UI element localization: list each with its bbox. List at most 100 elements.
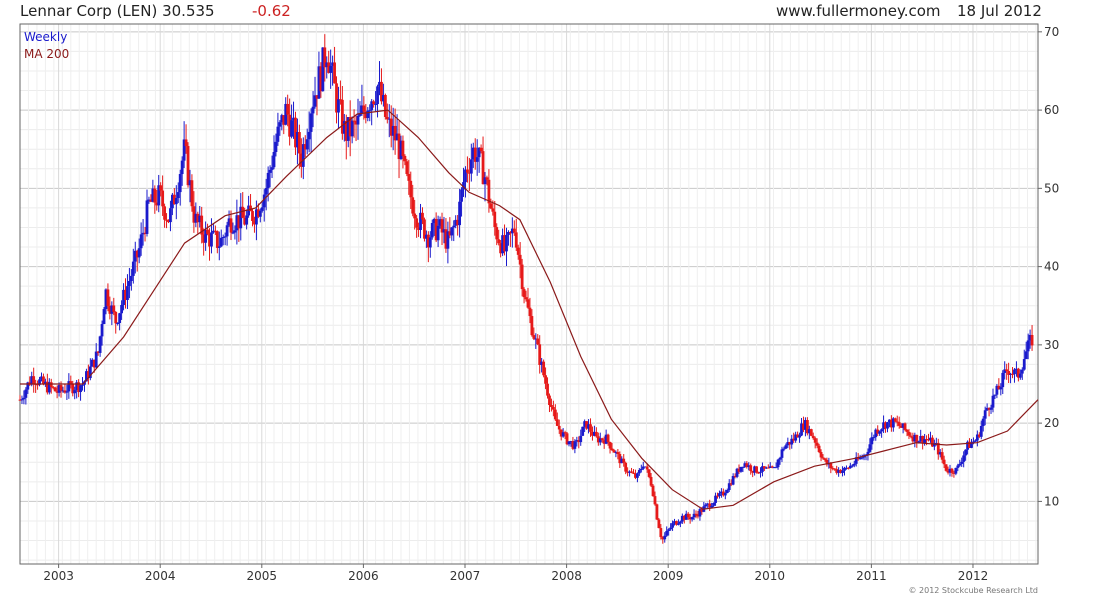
weekly-bar xyxy=(571,436,575,451)
weekly-bar xyxy=(567,441,571,447)
weekly-bar xyxy=(1024,341,1028,360)
weekly-bar xyxy=(274,133,278,157)
weekly-bar xyxy=(479,144,483,154)
weekly-bar xyxy=(63,384,67,394)
weekly-bar xyxy=(297,124,301,169)
weekly-bar xyxy=(680,513,684,524)
weekly-bar xyxy=(342,114,346,142)
x-tick-label: 2010 xyxy=(755,569,786,583)
weekly-bar xyxy=(163,203,166,228)
weekly-bar xyxy=(761,462,764,477)
weekly-bar xyxy=(800,417,803,437)
weekly-bar xyxy=(405,158,409,177)
weekly-bar xyxy=(55,385,59,399)
weekly-bar xyxy=(829,462,833,474)
weekly-bar xyxy=(376,84,379,118)
weekly-bar xyxy=(505,227,508,267)
weekly-bar xyxy=(372,99,376,108)
grid xyxy=(19,24,1038,564)
weekly-bar xyxy=(374,91,377,112)
weekly-bars xyxy=(18,34,1034,544)
weekly-bar xyxy=(958,459,962,467)
weekly-bar xyxy=(835,465,839,475)
weekly-bar xyxy=(710,502,714,509)
chart-date: 18 Jul 2012 xyxy=(957,2,1042,20)
weekly-bar xyxy=(247,195,250,218)
weekly-bar xyxy=(249,194,252,212)
weekly-bar xyxy=(706,502,710,508)
weekly-bar xyxy=(331,55,335,86)
weekly-bar xyxy=(65,384,69,401)
weekly-bar xyxy=(573,439,577,454)
weekly-bar xyxy=(593,425,596,437)
weekly-bar xyxy=(798,432,801,443)
weekly-bar xyxy=(764,466,768,469)
x-tick-label: 2008 xyxy=(551,569,582,583)
x-tick-label: 2004 xyxy=(145,569,176,583)
weekly-bar xyxy=(176,182,180,204)
weekly-bar xyxy=(57,382,61,397)
weekly-bar xyxy=(581,426,585,437)
weekly-bar xyxy=(184,124,188,154)
weekly-bar xyxy=(122,283,125,311)
weekly-bar xyxy=(239,193,243,241)
weekly-bar xyxy=(598,432,602,446)
weekly-bar xyxy=(600,437,604,443)
weekly-bar xyxy=(219,229,223,248)
weekly-bar xyxy=(751,470,755,478)
weekly-bar xyxy=(594,427,598,438)
weekly-bar xyxy=(981,416,985,432)
weekly-bar xyxy=(974,439,977,443)
weekly-bar xyxy=(548,393,551,413)
weekly-bar xyxy=(217,231,221,261)
weekly-bar xyxy=(456,215,460,236)
weekly-bar xyxy=(94,343,98,369)
weekly-bar xyxy=(32,367,36,393)
weekly-bar xyxy=(436,215,440,248)
weekly-bar xyxy=(153,185,157,214)
weekly-bar xyxy=(124,278,127,309)
weekly-bar xyxy=(848,462,852,469)
site-url[interactable]: www.fullermoney.com xyxy=(776,2,941,20)
weekly-bar xyxy=(960,457,964,467)
weekly-bar xyxy=(766,464,770,469)
weekly-bar xyxy=(323,34,327,82)
weekly-bar xyxy=(514,218,518,252)
weekly-bar xyxy=(321,47,325,92)
weekly-bar xyxy=(169,200,172,232)
weekly-bar xyxy=(579,429,583,446)
weekly-bar xyxy=(975,430,979,447)
weekly-bar xyxy=(643,466,647,468)
weekly-bar xyxy=(348,100,352,157)
weekly-bar xyxy=(434,212,438,243)
weekly-bar xyxy=(477,147,481,173)
weekly-bar xyxy=(694,510,698,519)
weekly-bar xyxy=(778,456,782,465)
weekly-bar xyxy=(133,241,137,274)
weekly-bar xyxy=(807,425,811,440)
weekly-bar xyxy=(702,501,706,513)
weekly-bar xyxy=(139,222,143,256)
weekly-bar xyxy=(737,464,741,474)
weekly-bar xyxy=(516,244,520,260)
weekly-bar xyxy=(38,376,41,387)
weekly-bar xyxy=(24,387,28,405)
weekly-bar xyxy=(294,111,297,156)
weekly-bar xyxy=(129,269,133,291)
weekly-bar xyxy=(383,93,387,120)
weekly-bar xyxy=(73,386,77,400)
weekly-bar xyxy=(313,76,317,109)
weekly-bar xyxy=(309,108,313,153)
weekly-bar xyxy=(366,107,370,122)
weekly-bar xyxy=(821,454,825,460)
weekly-bar xyxy=(458,188,462,238)
weekly-bar xyxy=(167,219,170,224)
weekly-bar xyxy=(843,466,846,476)
weekly-bar xyxy=(329,49,333,89)
weekly-bar xyxy=(141,219,145,246)
weekly-bar xyxy=(464,166,467,198)
weekly-bar xyxy=(290,104,293,139)
weekly-bar xyxy=(143,226,147,242)
weekly-bar xyxy=(378,61,381,96)
weekly-bar xyxy=(663,532,667,543)
